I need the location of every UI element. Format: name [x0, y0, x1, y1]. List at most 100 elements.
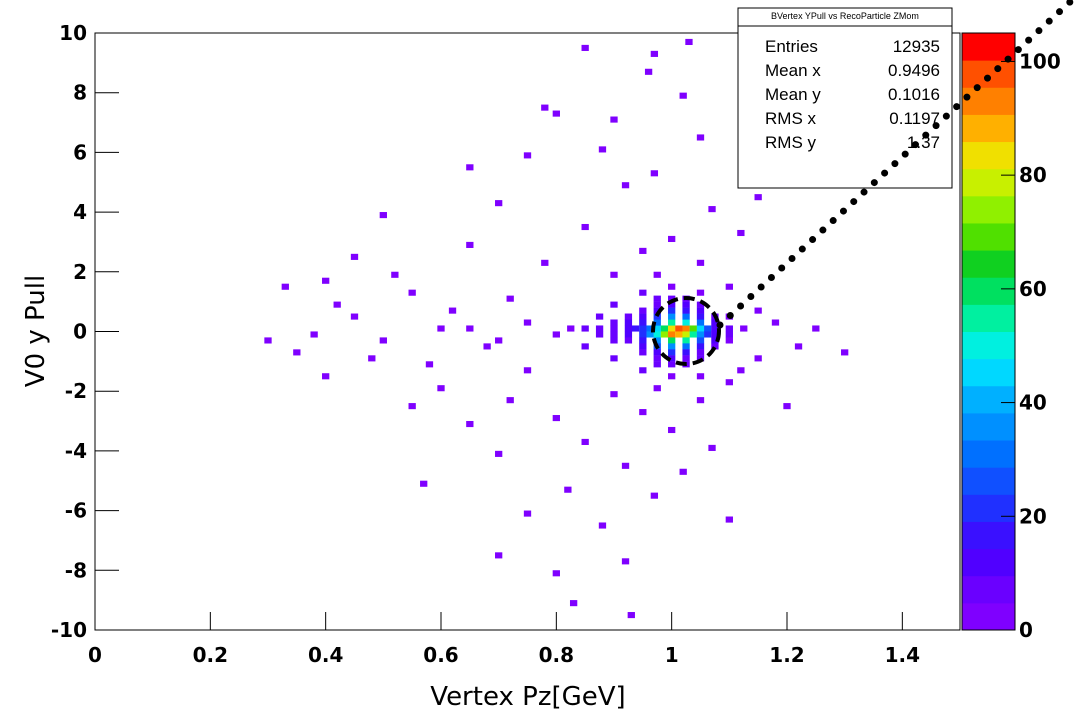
heat-cell: [466, 325, 474, 332]
heat-cell: [675, 325, 683, 332]
heat-cell: [711, 337, 719, 344]
heat-cell: [668, 325, 676, 332]
heat-cell: [581, 343, 589, 350]
heat-cell: [621, 182, 630, 189]
heat-cell: [595, 313, 604, 320]
heat-cell: [754, 307, 762, 314]
heat-cell: [650, 170, 659, 177]
heat-cell: [653, 319, 661, 326]
heat-cell: [495, 450, 503, 457]
heat-cell: [682, 337, 690, 344]
heat-cell: [754, 355, 762, 362]
heat-cell: [653, 295, 661, 302]
heat-cell: [682, 313, 690, 320]
heat-cell: [696, 319, 705, 326]
color-band: [962, 521, 1015, 550]
heat-cell: [696, 325, 705, 332]
heat-cell: [581, 223, 589, 231]
y-tick-label: -4: [65, 439, 87, 463]
stats-value: 0.9496: [888, 61, 940, 80]
heat-cell: [322, 373, 330, 380]
heat-cell: [653, 331, 661, 338]
heat-cell: [653, 361, 661, 368]
heat-cell: [696, 289, 705, 296]
heat-cell: [495, 200, 503, 207]
heat-cell: [668, 283, 676, 290]
color-band: [962, 440, 1015, 468]
heat-cell: [696, 301, 705, 308]
heat-cell: [650, 492, 659, 499]
heat-cell: [322, 277, 330, 284]
color-band: [962, 222, 1015, 251]
heat-cell: [541, 259, 549, 266]
y-tick-label: 8: [73, 81, 87, 105]
heat-cell: [704, 325, 712, 332]
heat-cell: [523, 510, 532, 517]
y-tick-label: 4: [73, 200, 87, 224]
heat-cell: [569, 600, 578, 607]
heat-cell: [466, 420, 474, 428]
heat-cell: [725, 516, 733, 523]
heat-cell: [610, 391, 618, 398]
heat-cell: [495, 337, 503, 344]
stats-label: Mean y: [765, 85, 821, 104]
heat-cell: [653, 307, 661, 314]
heat-cell: [639, 325, 647, 332]
heat-cell: [552, 415, 560, 422]
heat-cell: [264, 337, 272, 344]
y-axis-title: V0 y Pull: [21, 275, 51, 387]
heat-cell: [660, 331, 669, 338]
color-band: [962, 331, 1015, 360]
heat-cell: [595, 325, 604, 332]
z-tick-label: 80: [1019, 163, 1047, 187]
x-tick-label: 1: [665, 643, 679, 667]
heat-cell: [783, 403, 791, 410]
heat-cell: [420, 480, 428, 487]
heat-cell: [523, 152, 532, 159]
color-band: [962, 494, 1015, 522]
heat-cell: [696, 337, 705, 344]
heat-cell: [696, 307, 705, 314]
heat-cell: [653, 313, 661, 320]
heat-cell: [653, 337, 661, 344]
heat-cell: [564, 486, 572, 493]
heat-cell: [704, 331, 712, 338]
highlight-circle: [651, 296, 721, 366]
heat-cell: [668, 361, 676, 368]
heat-cell: [682, 331, 690, 338]
color-band: [962, 548, 1015, 577]
heat-cell: [653, 271, 661, 278]
heat-cell: [552, 331, 560, 338]
heat-cell: [639, 247, 647, 254]
stats-label: RMS y: [765, 133, 817, 152]
heat-cell: [668, 343, 676, 350]
heat-cell: [552, 110, 560, 117]
y-tick-label: -10: [51, 618, 87, 642]
heat-cell: [711, 325, 719, 332]
y-tick-label: -6: [65, 499, 87, 523]
heat-cell: [737, 229, 745, 237]
heat-cell: [682, 349, 690, 356]
heat-cell: [646, 325, 654, 332]
y-tick-label: -2: [65, 379, 87, 403]
stats-value: 12935: [893, 37, 940, 56]
heat-cell: [725, 379, 733, 386]
heat-cell: [696, 259, 705, 266]
heat-cell: [610, 325, 618, 332]
heat-cell: [754, 194, 762, 201]
heat-cell: [639, 319, 647, 326]
heat-cell: [653, 349, 661, 356]
heat-cell: [310, 331, 318, 338]
heat-cell: [740, 325, 748, 332]
y-tick-label: -8: [65, 558, 87, 582]
heat-cell: [711, 343, 719, 350]
stats-title: BVertex YPull vs RecoParticle ZMom: [771, 11, 919, 21]
heat-cell: [696, 134, 705, 141]
heat-cell: [552, 570, 560, 577]
heat-cell: [610, 271, 618, 278]
heat-cell: [682, 319, 690, 326]
heat-cell: [368, 355, 376, 362]
heat-cell: [598, 146, 607, 153]
color-bar-frame: [961, 32, 1016, 631]
